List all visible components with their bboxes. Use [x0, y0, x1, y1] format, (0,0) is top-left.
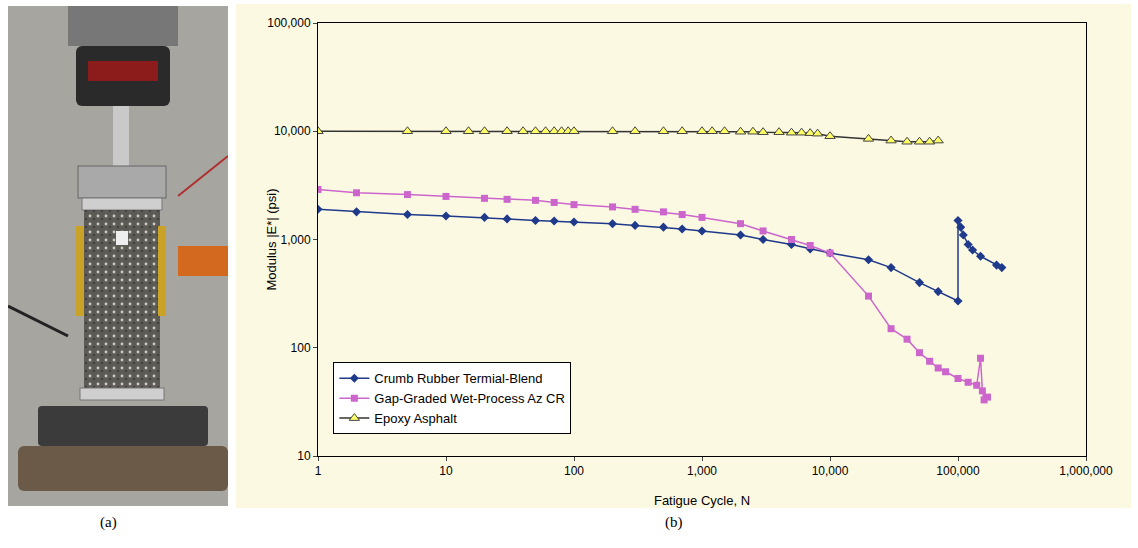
svg-text:10: 10 — [297, 449, 311, 463]
svg-text:100: 100 — [564, 464, 584, 478]
html-text:(a): (a) — [100, 514, 117, 530]
svg-text:10: 10 — [439, 464, 453, 478]
svg-text:1,000,000: 1,000,000 — [1059, 464, 1113, 478]
svg-text:Crumb Rubber Termial-Blend: Crumb Rubber Termial-Blend — [374, 371, 542, 386]
svg-text:Modulus |E*| (psi): Modulus |E*| (psi) — [264, 188, 279, 290]
svg-text:Gap-Graded Wet-Process Az CR: Gap-Graded Wet-Process Az CR — [374, 391, 565, 406]
html-text:(b): (b) — [665, 514, 683, 530]
svg-text:1,000: 1,000 — [687, 464, 717, 478]
svg-text:100: 100 — [291, 341, 311, 355]
svg-text:10,000: 10,000 — [274, 124, 311, 138]
svg-text:1,000: 1,000 — [281, 233, 311, 247]
svg-text:100,000: 100,000 — [936, 464, 980, 478]
svg-text:100,000: 100,000 — [267, 16, 311, 30]
svg-text:Fatigue Cycle, N: Fatigue Cycle, N — [654, 493, 750, 508]
svg-text:1: 1 — [315, 464, 322, 478]
svg-text:Epoxy Asphalt: Epoxy Asphalt — [374, 411, 457, 426]
svg-text:10,000: 10,000 — [812, 464, 849, 478]
